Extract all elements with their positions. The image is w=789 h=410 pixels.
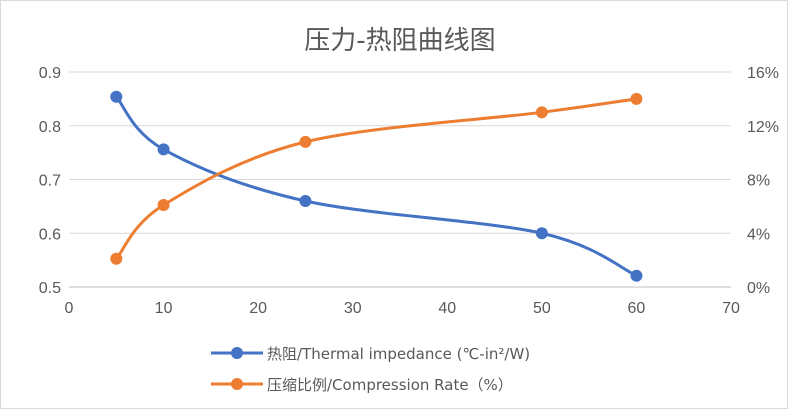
series-1 xyxy=(110,90,643,282)
x-tick-label: 0 xyxy=(65,300,74,317)
y2-tick-label: 0% xyxy=(747,280,770,297)
y-tick-label: 0.8 xyxy=(39,119,61,136)
data-point xyxy=(157,143,170,156)
legend-item-2: 压缩比例/Compression Rate（%） xyxy=(211,376,513,394)
x-tick-label: 30 xyxy=(344,300,362,317)
series-2 xyxy=(110,92,643,265)
legend: 热阻/Thermal impedance (℃-in²/W) 压缩比例/Compr… xyxy=(211,345,530,394)
x-tick-label: 40 xyxy=(438,300,456,317)
y-tick-label: 0.5 xyxy=(39,280,61,297)
data-point xyxy=(630,92,643,105)
data-point xyxy=(535,227,548,240)
legend-marker xyxy=(231,347,243,359)
legend-item-1: 热阻/Thermal impedance (℃-in²/W) xyxy=(211,345,530,363)
y-tick-label: 0.6 xyxy=(39,226,61,243)
legend-label: 压缩比例/Compression Rate（%） xyxy=(267,376,513,394)
data-point xyxy=(535,106,548,119)
data-point xyxy=(299,135,312,148)
y2-tick-label: 16% xyxy=(747,65,779,82)
y2-tick-label: 12% xyxy=(747,119,779,136)
data-point xyxy=(157,199,170,212)
legend-label: 热阻/Thermal impedance (℃-in²/W) xyxy=(267,345,530,363)
chart-title: 压力-热阻曲线图 xyxy=(304,26,495,56)
x-tick-label: 10 xyxy=(155,300,173,317)
legend-marker xyxy=(231,378,243,390)
data-point xyxy=(110,252,123,265)
data-point xyxy=(630,269,643,282)
data-point xyxy=(110,90,123,103)
y2-tick-label: 4% xyxy=(747,226,770,243)
x-tick-label: 20 xyxy=(249,300,267,317)
x-tick-label: 70 xyxy=(722,300,740,317)
x-tick-label: 50 xyxy=(533,300,551,317)
y-tick-label: 0.9 xyxy=(39,65,61,82)
y-tick-label: 0.7 xyxy=(39,173,61,190)
series-line-2 xyxy=(114,97,638,261)
series-layer xyxy=(110,90,643,282)
data-point xyxy=(299,195,312,207)
x-tick-label: 60 xyxy=(628,300,646,317)
y2-tick-label: 8% xyxy=(747,173,770,190)
axes: 0 10 20 30 40 50 60 70 0.5 0.6 0.7 0.8 0.9 0% 4% 8% 12% 1… xyxy=(39,65,779,317)
